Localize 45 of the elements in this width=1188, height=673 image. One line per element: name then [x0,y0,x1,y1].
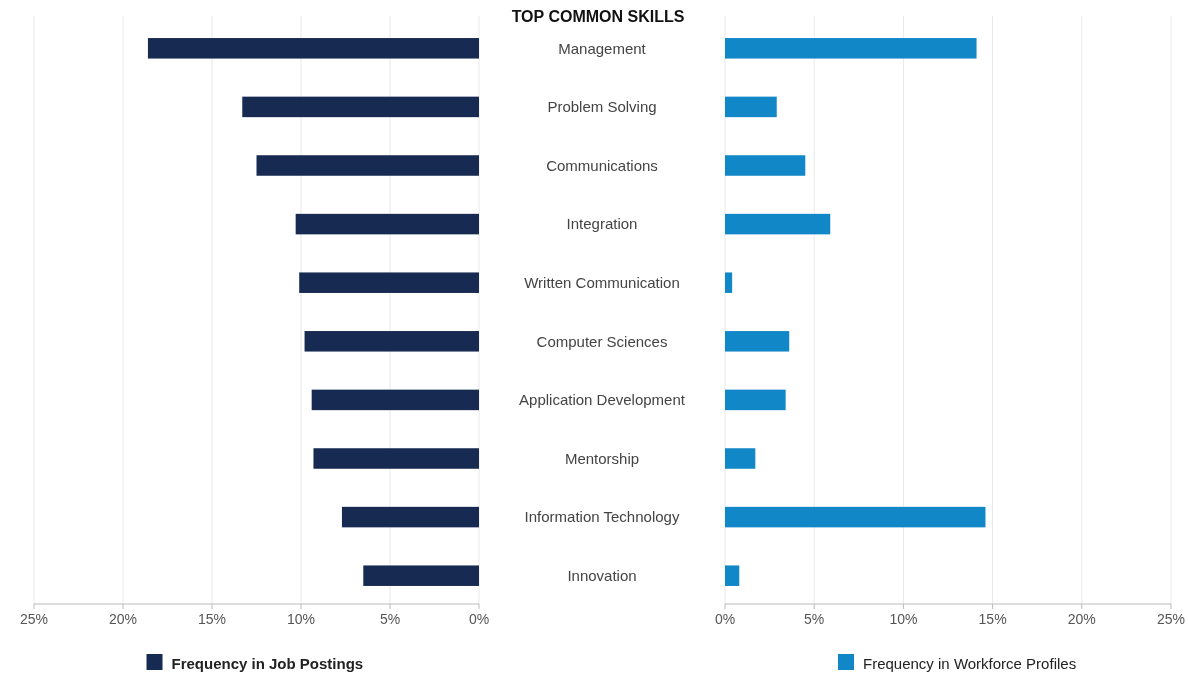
bar [147,38,479,59]
y-tick-label: Information Technology [524,508,680,526]
y-tick-label: Innovation [567,566,637,584]
x-tick-label: 20% [108,611,138,627]
bar [299,272,479,293]
text: TOP COMMON SKILLS [511,8,685,25]
bar [363,565,479,586]
y-tick-label: Communications [546,156,658,174]
bar [725,96,777,118]
x-tick-label: 5% [804,611,825,627]
x-tick-label: 15% [978,611,1007,627]
legend-label: Frequency in Job Postings [171,655,364,672]
bar [725,213,831,235]
y-tick-label: Application Development [519,391,686,409]
y-tick-label: Management [558,39,647,57]
bar [313,448,479,469]
x-tick-label: 0% [714,611,736,627]
bar [311,389,479,411]
bar [341,506,479,528]
bar [725,155,806,176]
x-tick-label: 10% [286,611,316,627]
y-tick-label: Computer Sciences [536,332,668,350]
y-tick-label: Integration [566,215,638,233]
bar [256,155,479,176]
y-tick-label: Problem Solving [547,98,657,116]
bar [725,565,740,586]
bar [725,272,733,293]
x-tick-label: 10% [889,611,918,627]
x-tick-label: 25% [1156,611,1186,627]
y-tick-label: Mentorship [564,449,640,467]
bar [725,506,986,528]
bar [725,38,977,59]
x-tick-label: 25% [19,611,49,627]
bar [725,389,786,411]
bar [725,331,790,352]
bar [725,448,756,469]
legend-label: Frequency in Workforce Profiles [863,655,1077,672]
bar [304,331,479,352]
bar [242,96,479,118]
bar [295,213,479,235]
x-tick-label: 0% [468,611,490,627]
x-tick-label: 5% [379,611,401,627]
x-tick-label: 20% [1067,611,1096,627]
x-tick-label: 15% [197,611,227,627]
y-tick-label: Written Communication [524,273,680,291]
